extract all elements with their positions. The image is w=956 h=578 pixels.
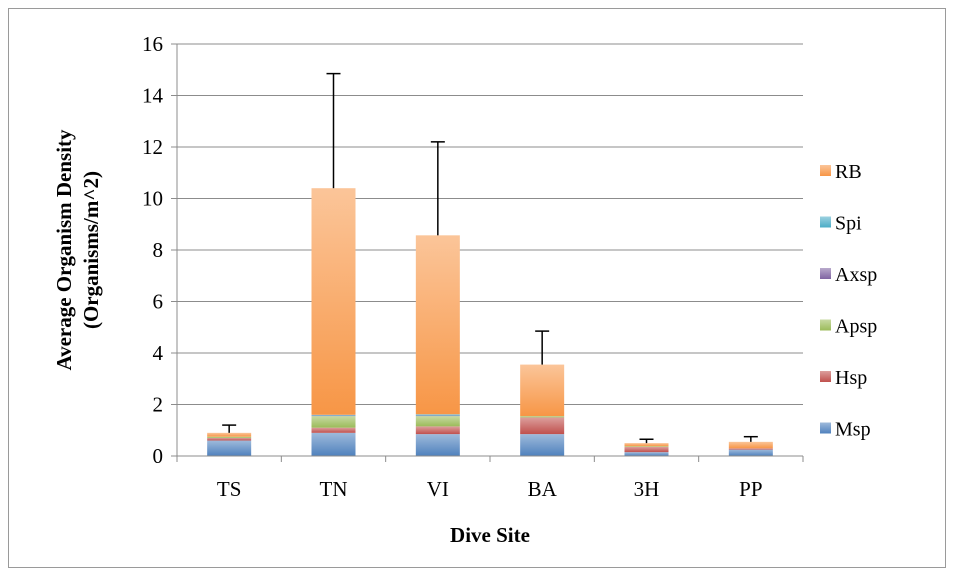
bar-segment-apsp bbox=[311, 416, 356, 428]
legend-entry-hsp: Hsp bbox=[820, 367, 867, 389]
bar-segment-msp bbox=[728, 449, 773, 456]
legend-entry-spi: Spi bbox=[820, 213, 862, 235]
bar-segment-msp bbox=[520, 434, 565, 456]
x-tick-label: TS bbox=[217, 477, 242, 501]
error-bars bbox=[222, 72, 758, 444]
legend-label: RB bbox=[835, 161, 862, 183]
legend-swatch bbox=[820, 319, 831, 331]
x-tick-label: VI bbox=[427, 477, 449, 501]
bar-segment-msp bbox=[415, 434, 460, 456]
legend-label: Hsp bbox=[835, 367, 867, 389]
x-tick-label: TN bbox=[320, 477, 348, 501]
legend-entry-apsp: Apsp bbox=[820, 316, 877, 338]
legend-swatch bbox=[820, 422, 831, 434]
error-bar bbox=[535, 330, 550, 365]
error-bar bbox=[326, 72, 341, 189]
bar-segment-rb bbox=[520, 364, 565, 417]
bar-segment-hsp bbox=[207, 437, 252, 441]
error-bar bbox=[743, 435, 758, 442]
bar-segment-apsp bbox=[415, 416, 460, 427]
bar-segment-msp bbox=[311, 432, 356, 456]
axes: 0 2 4 6 8 10 12 14 16 TS TN VI BA 3H PP bbox=[142, 32, 804, 501]
legend: RB Spi Axsp Apsp Hsp Msp bbox=[820, 161, 877, 441]
error-bar bbox=[639, 438, 654, 444]
y-axis-title-line2: (Organisms/m^2) bbox=[79, 171, 103, 329]
bar-segment-spi bbox=[415, 414, 460, 416]
bars bbox=[207, 188, 773, 456]
legend-entry-axsp: Axsp bbox=[820, 264, 877, 286]
legend-label: Apsp bbox=[835, 316, 877, 338]
bar-segment-hsp bbox=[520, 417, 565, 435]
legend-entry-rb: RB bbox=[820, 161, 862, 183]
bar-segment-apsp bbox=[207, 436, 252, 438]
bar-segment-rb bbox=[311, 188, 356, 415]
y-tick-label: 10 bbox=[142, 187, 163, 211]
legend-swatch bbox=[820, 165, 831, 176]
bar-segment-spi bbox=[311, 414, 356, 416]
legend-swatch bbox=[820, 216, 831, 228]
x-axis-title: Dive Site bbox=[450, 523, 530, 547]
bar-segment-rb bbox=[624, 443, 669, 447]
y-tick-label: 0 bbox=[153, 444, 164, 468]
x-tick-label: 3H bbox=[634, 477, 660, 501]
y-axis-title: Average Organism Density (Organisms/m^2) bbox=[52, 129, 103, 371]
x-tick-label: PP bbox=[739, 477, 762, 501]
y-tick-label: 16 bbox=[142, 32, 163, 56]
bar-segment-rb bbox=[207, 432, 252, 437]
bar-segment-apsp bbox=[520, 416, 565, 418]
bar-segment-hsp bbox=[311, 427, 356, 433]
error-bar bbox=[430, 141, 445, 236]
bar-segment-msp bbox=[207, 440, 252, 456]
bar-segment-rb bbox=[728, 441, 773, 449]
chart-frame bbox=[8, 8, 946, 568]
bar-segment-hsp bbox=[728, 448, 773, 450]
bar-segment-rb bbox=[415, 235, 460, 415]
bar-segment-hsp bbox=[415, 426, 460, 435]
error-bar bbox=[222, 424, 237, 433]
legend-label: Spi bbox=[835, 213, 862, 235]
y-axis-title-line1: Average Organism Density bbox=[52, 129, 76, 371]
legend-label: Axsp bbox=[835, 264, 877, 286]
x-tick-label: BA bbox=[528, 477, 558, 501]
bar-segment-axsp bbox=[415, 415, 460, 417]
y-tick-label: 6 bbox=[153, 290, 164, 314]
bar-segment-msp bbox=[624, 452, 669, 456]
y-tick-label: 12 bbox=[142, 135, 163, 159]
legend-entry-msp: Msp bbox=[820, 419, 871, 441]
bar-segment-apsp bbox=[624, 446, 669, 447]
gridlines bbox=[177, 43, 803, 457]
y-tick-label: 8 bbox=[153, 238, 164, 262]
legend-swatch bbox=[820, 371, 831, 382]
y-tick-label: 14 bbox=[142, 84, 164, 108]
y-tick-label: 2 bbox=[153, 393, 164, 417]
legend-swatch bbox=[820, 268, 831, 279]
y-tick-label: 4 bbox=[153, 341, 164, 365]
legend-label: Msp bbox=[835, 419, 871, 441]
bar-segment-axsp bbox=[311, 415, 356, 417]
bar-segment-hsp bbox=[624, 446, 669, 453]
